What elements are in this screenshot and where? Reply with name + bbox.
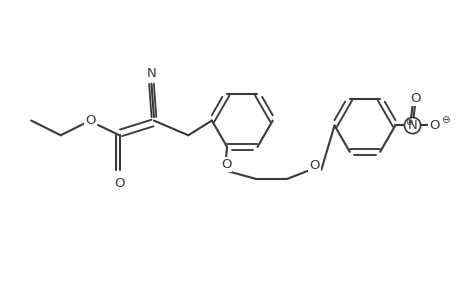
Text: O: O — [409, 92, 420, 105]
Text: O: O — [428, 119, 439, 132]
Text: N: N — [146, 67, 156, 80]
Text: N: N — [407, 119, 416, 132]
Text: ⊖: ⊖ — [440, 115, 448, 124]
Text: O: O — [220, 158, 231, 171]
Text: O: O — [85, 114, 95, 127]
Text: O: O — [114, 177, 124, 190]
Text: ⊕: ⊕ — [404, 118, 412, 127]
Text: O: O — [308, 159, 319, 172]
